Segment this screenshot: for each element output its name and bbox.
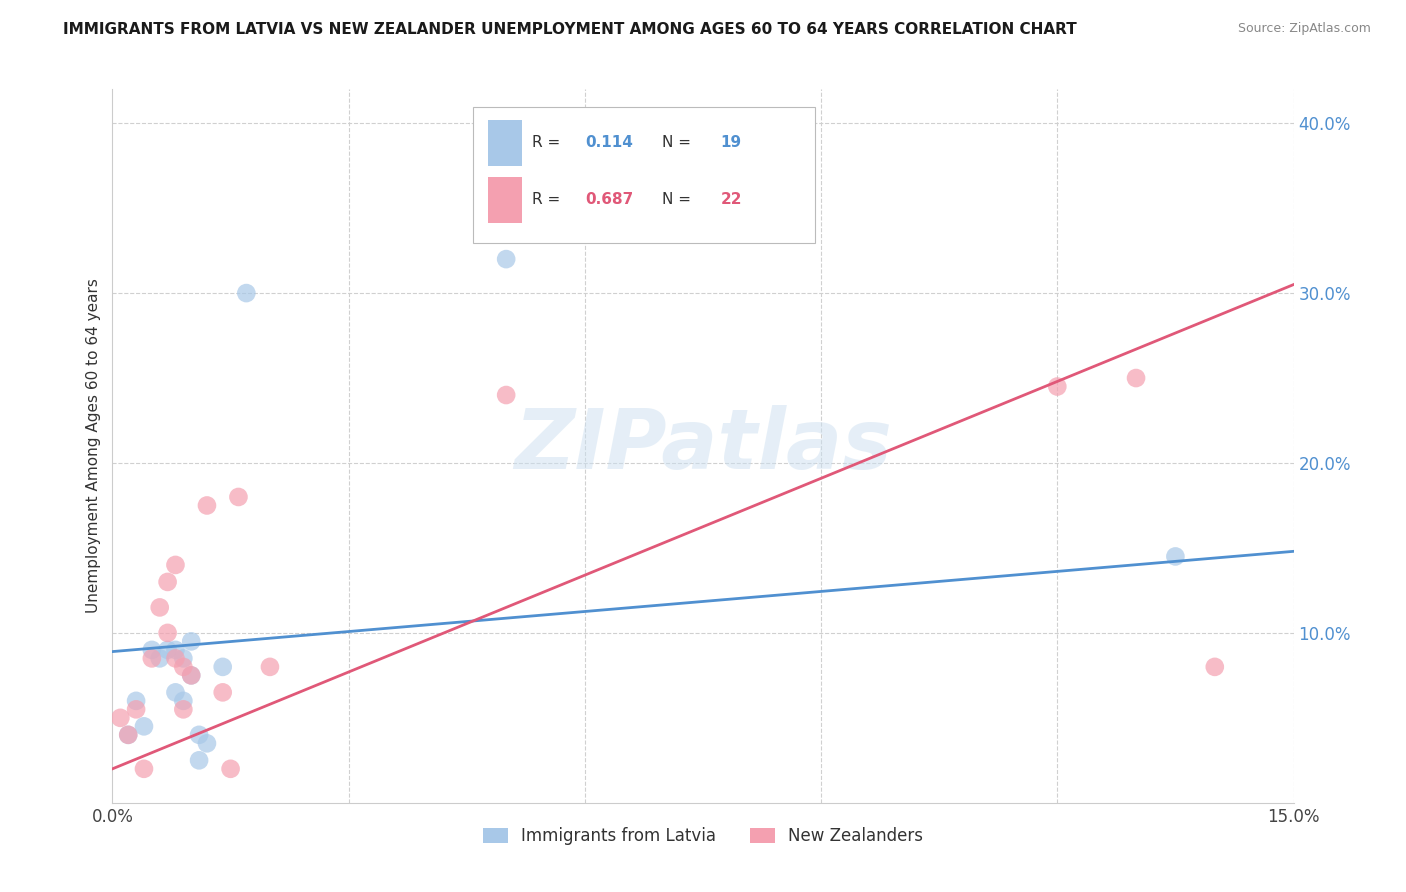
Text: N =: N = [662,193,696,207]
Point [141,651,163,665]
Point [219,762,242,776]
Point [125,694,148,708]
Point [172,651,194,665]
Point [180,668,202,682]
Point [195,736,218,750]
Point [117,728,139,742]
Y-axis label: Unemployment Among Ages 60 to 64 years: Unemployment Among Ages 60 to 64 years [86,278,101,614]
Point [165,643,187,657]
Point [132,762,155,776]
Point [1164,549,1187,564]
FancyBboxPatch shape [488,120,522,166]
Point [156,574,179,589]
Point [172,660,194,674]
Text: R =: R = [531,136,565,150]
Point [172,702,194,716]
Point [259,660,281,674]
Point [228,490,250,504]
Text: N =: N = [662,136,696,150]
Point [180,634,202,648]
Text: Source: ZipAtlas.com: Source: ZipAtlas.com [1237,22,1371,36]
Legend: Immigrants from Latvia, New Zealanders: Immigrants from Latvia, New Zealanders [477,821,929,852]
Point [188,728,211,742]
Text: 0.114: 0.114 [585,136,633,150]
Point [495,252,517,266]
Point [110,711,132,725]
Point [149,651,172,665]
FancyBboxPatch shape [488,177,522,223]
Point [141,643,163,657]
Point [235,286,257,301]
FancyBboxPatch shape [472,107,815,243]
Text: 0.687: 0.687 [585,193,633,207]
Point [1046,379,1069,393]
Point [125,702,148,716]
Point [117,728,139,742]
Point [1204,660,1226,674]
Point [172,694,194,708]
Point [195,499,218,513]
Point [1125,371,1147,385]
Text: IMMIGRANTS FROM LATVIA VS NEW ZEALANDER UNEMPLOYMENT AMONG AGES 60 TO 64 YEARS C: IMMIGRANTS FROM LATVIA VS NEW ZEALANDER … [63,22,1077,37]
Point [211,685,233,699]
Point [165,651,187,665]
Point [149,600,172,615]
Point [156,626,179,640]
Point [180,668,202,682]
Text: 22: 22 [721,193,742,207]
Point [188,753,211,767]
Text: R =: R = [531,193,565,207]
Point [165,685,187,699]
Point [156,643,179,657]
Text: 19: 19 [721,136,742,150]
Point [165,558,187,572]
Point [495,388,517,402]
Point [211,660,233,674]
Point [132,719,155,733]
Text: ZIPatlas: ZIPatlas [515,406,891,486]
